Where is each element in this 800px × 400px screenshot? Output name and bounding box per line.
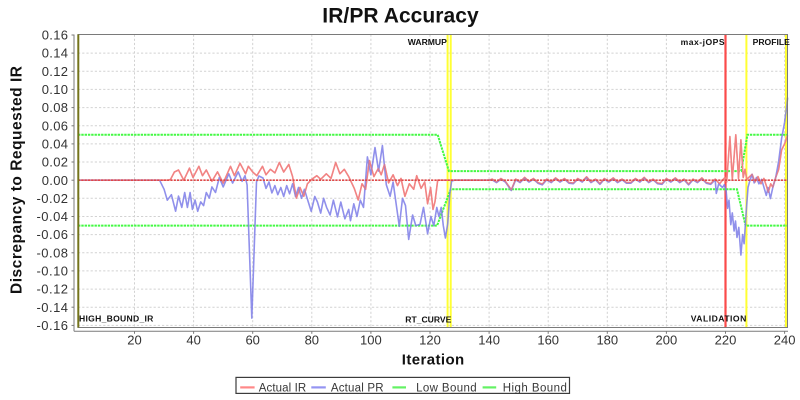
svg-text:80: 80 [305,333,319,348]
svg-text:-0.10: -0.10 [37,264,69,279]
svg-text:0.08: 0.08 [42,100,68,115]
svg-text:20: 20 [127,333,141,348]
svg-text:-0.14: -0.14 [37,300,69,315]
svg-text:IR/PR Accuracy: IR/PR Accuracy [322,4,479,27]
svg-text:-0.16: -0.16 [37,318,69,333]
svg-text:WARMUP: WARMUP [408,37,447,47]
svg-text:-0.04: -0.04 [37,209,69,224]
svg-text:200: 200 [656,333,678,348]
svg-text:0.10: 0.10 [42,82,68,97]
svg-text:0.00: 0.00 [42,173,68,188]
svg-text:Iteration: Iteration [402,351,464,368]
svg-text:Actual IR: Actual IR [259,382,307,394]
svg-text:-0.08: -0.08 [37,245,69,260]
svg-text:160: 160 [537,333,559,348]
svg-text:0.02: 0.02 [42,155,68,170]
svg-text:VALIDATION: VALIDATION [691,314,747,324]
svg-text:220: 220 [715,333,737,348]
svg-text:-0.12: -0.12 [37,282,69,297]
svg-text:180: 180 [596,333,618,348]
svg-text:40: 40 [186,333,200,348]
svg-text:0.14: 0.14 [42,46,68,61]
svg-text:-0.06: -0.06 [37,227,69,242]
svg-text:0.16: 0.16 [42,28,68,43]
svg-text:RT_CURVE: RT_CURVE [405,314,451,324]
svg-text:-0.02: -0.02 [37,191,69,206]
svg-text:0.06: 0.06 [42,118,68,133]
svg-text:Low Bound: Low Bound [416,382,477,394]
svg-text:max-jOPS: max-jOPS [681,37,725,47]
svg-text:HIGH_BOUND_IR: HIGH_BOUND_IR [79,314,154,324]
svg-text:60: 60 [245,333,259,348]
svg-text:240: 240 [774,333,796,348]
svg-text:100: 100 [360,333,382,348]
svg-text:PROFILE: PROFILE [753,37,790,47]
svg-text:Discrepancy to Requested IR: Discrepancy to Requested IR [9,66,26,294]
svg-text:0.12: 0.12 [42,64,68,79]
svg-text:High Bound: High Bound [503,382,567,394]
svg-text:140: 140 [478,333,500,348]
svg-text:120: 120 [419,333,441,348]
svg-text:Actual PR: Actual PR [331,382,384,394]
svg-text:0.04: 0.04 [42,137,68,152]
